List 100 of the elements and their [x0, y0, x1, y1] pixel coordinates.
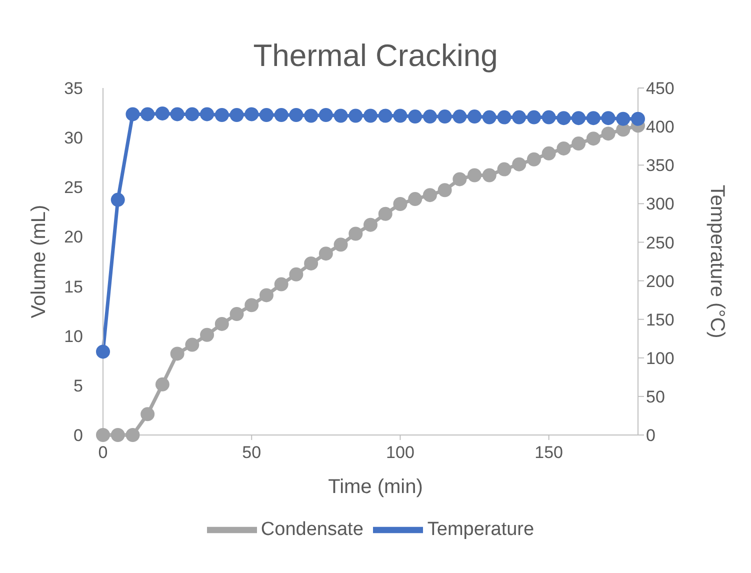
point [512, 157, 526, 172]
point [542, 146, 556, 160]
y-tick-label: 20 [64, 228, 83, 247]
point [378, 108, 392, 123]
point [601, 126, 616, 141]
x-axis-title: Time (min) [328, 476, 423, 498]
legend-label: Condensate [260, 519, 364, 540]
x-tick-label: 150 [534, 443, 564, 462]
point [140, 407, 155, 422]
x-tick-label: 100 [386, 443, 414, 462]
x-tick-label: 50 [242, 443, 262, 462]
point [259, 288, 274, 302]
point [393, 108, 408, 123]
point [556, 111, 571, 126]
point [140, 107, 155, 122]
y-tick-label: 35 [64, 79, 83, 98]
point [364, 108, 378, 123]
point [586, 132, 600, 146]
point [334, 108, 348, 123]
y-tick-label: 25 [64, 178, 83, 198]
y-axis-title: Volume (mL) [28, 204, 50, 318]
point [289, 267, 304, 282]
point [318, 246, 333, 261]
point [601, 111, 616, 126]
point [408, 192, 422, 206]
point [200, 328, 214, 342]
point [170, 346, 184, 361]
point [304, 108, 318, 123]
y-tick-label: 30 [64, 128, 83, 148]
point [616, 112, 630, 126]
point [170, 107, 184, 122]
point [214, 316, 229, 331]
y2-tick-label: 150 [646, 310, 674, 330]
y2-tick-label: 200 [646, 272, 674, 291]
point [572, 111, 586, 126]
y-tick-label: 10 [64, 326, 83, 346]
point [438, 110, 452, 124]
y2-tick-label: 100 [646, 348, 674, 368]
point [482, 168, 496, 182]
point [422, 188, 437, 202]
point [155, 377, 170, 392]
point [274, 108, 288, 122]
point [631, 112, 645, 126]
y2-axis-title: Temperature (°C) [706, 184, 728, 338]
point [289, 108, 304, 122]
y2-tick-label: 0 [646, 426, 656, 446]
y-tick-label: 15 [64, 277, 83, 296]
point [497, 110, 512, 124]
y2-tick-label: 50 [646, 387, 665, 406]
point [155, 106, 170, 120]
point [408, 110, 422, 124]
point [96, 344, 110, 359]
point [572, 136, 586, 151]
point [468, 168, 482, 182]
point [110, 428, 125, 442]
point [274, 277, 288, 292]
point [244, 298, 259, 312]
point [452, 172, 467, 186]
point [497, 162, 512, 176]
point [230, 108, 244, 122]
y-tick-label: 0 [74, 426, 83, 446]
point [393, 196, 408, 211]
point [126, 428, 140, 442]
point [452, 110, 467, 124]
y2-tick-label: 300 [646, 194, 674, 214]
point [378, 206, 392, 221]
point [244, 107, 259, 122]
point [586, 111, 600, 126]
y2-tick-label: 350 [646, 156, 674, 176]
point [259, 108, 274, 122]
point [318, 108, 333, 122]
point [526, 152, 541, 166]
y2-tick-label: 250 [646, 233, 674, 252]
point [542, 110, 556, 124]
point [185, 338, 200, 352]
point [110, 192, 125, 207]
point [526, 110, 541, 124]
point [468, 110, 482, 124]
point [348, 226, 363, 241]
chart-title: Thermal Cracking [253, 38, 498, 73]
point [230, 307, 244, 322]
point [304, 256, 318, 270]
y-tick-label: 5 [74, 376, 83, 396]
point [200, 107, 214, 122]
point [512, 110, 526, 124]
point [334, 238, 348, 252]
legend-label: Temperature [427, 519, 534, 540]
point [422, 110, 437, 124]
point [364, 218, 378, 232]
x-tick-label: 0 [98, 443, 108, 462]
point [126, 107, 140, 122]
point [348, 108, 363, 123]
y2-tick-label: 450 [646, 79, 674, 98]
point [214, 108, 229, 122]
point [556, 141, 571, 156]
y2-tick-label: 400 [646, 118, 674, 137]
point [185, 107, 200, 122]
point [438, 183, 452, 198]
point [482, 110, 496, 124]
point [96, 428, 110, 442]
